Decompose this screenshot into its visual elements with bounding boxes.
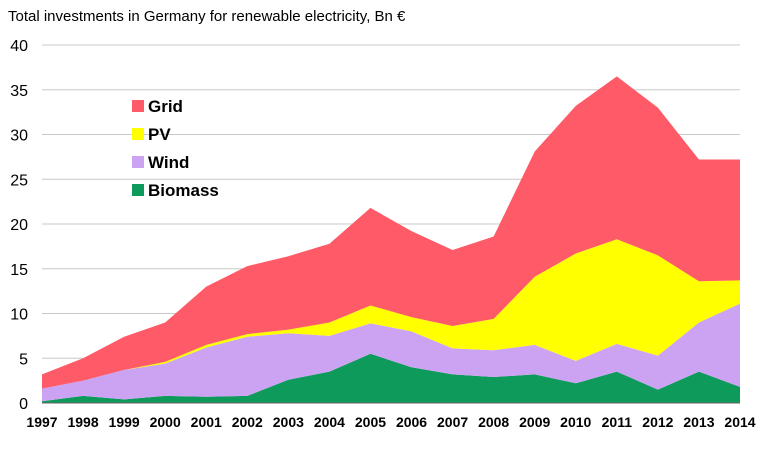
x-tick-label: 2012 bbox=[642, 414, 673, 430]
x-tick-label: 2006 bbox=[396, 414, 427, 430]
area-pv bbox=[42, 239, 740, 389]
y-tick-label: 0 bbox=[19, 396, 28, 413]
legend-label-wind: Wind bbox=[148, 153, 189, 172]
x-tick-label: 2000 bbox=[150, 414, 181, 430]
x-tick-label: 1998 bbox=[67, 414, 98, 430]
x-tick-label: 2001 bbox=[191, 414, 222, 430]
legend-swatch-wind bbox=[132, 156, 144, 168]
x-tick-label: 2010 bbox=[560, 414, 591, 430]
x-tick-label: 2014 bbox=[724, 414, 755, 430]
x-tick-label: 2002 bbox=[232, 414, 263, 430]
y-tick-label: 35 bbox=[10, 83, 28, 100]
legend-label-grid: Grid bbox=[148, 97, 183, 116]
y-tick-label: 5 bbox=[19, 351, 28, 368]
area-wind bbox=[42, 303, 740, 402]
legend-label-biomass: Biomass bbox=[148, 181, 219, 200]
x-tick-label: 2011 bbox=[602, 414, 633, 430]
area-grid bbox=[42, 76, 740, 389]
y-tick-label: 40 bbox=[10, 38, 28, 55]
x-tick-label: 2007 bbox=[437, 414, 468, 430]
x-tick-label: 2005 bbox=[355, 414, 386, 430]
legend-swatch-pv bbox=[132, 128, 144, 140]
x-tick-label: 2003 bbox=[273, 414, 304, 430]
area-biomass bbox=[42, 353, 740, 403]
y-tick-label: 20 bbox=[10, 217, 28, 234]
chart-title: Total investments in Germany for renewab… bbox=[8, 8, 406, 25]
legend-swatch-biomass bbox=[132, 184, 144, 196]
x-tick-label: 2008 bbox=[478, 414, 509, 430]
y-tick-label: 15 bbox=[10, 262, 28, 279]
x-tick-label: 1997 bbox=[26, 414, 57, 430]
y-tick-label: 25 bbox=[10, 172, 28, 189]
y-tick-label: 30 bbox=[10, 128, 28, 145]
x-tick-label: 2004 bbox=[314, 414, 345, 430]
x-tick-label: 1999 bbox=[109, 414, 140, 430]
x-tick-label: 2009 bbox=[519, 414, 550, 430]
x-tick-label: 2013 bbox=[683, 414, 714, 430]
legend-swatch-grid bbox=[132, 100, 144, 112]
y-tick-label: 10 bbox=[10, 307, 28, 324]
legend-label-pv: PV bbox=[148, 125, 171, 144]
